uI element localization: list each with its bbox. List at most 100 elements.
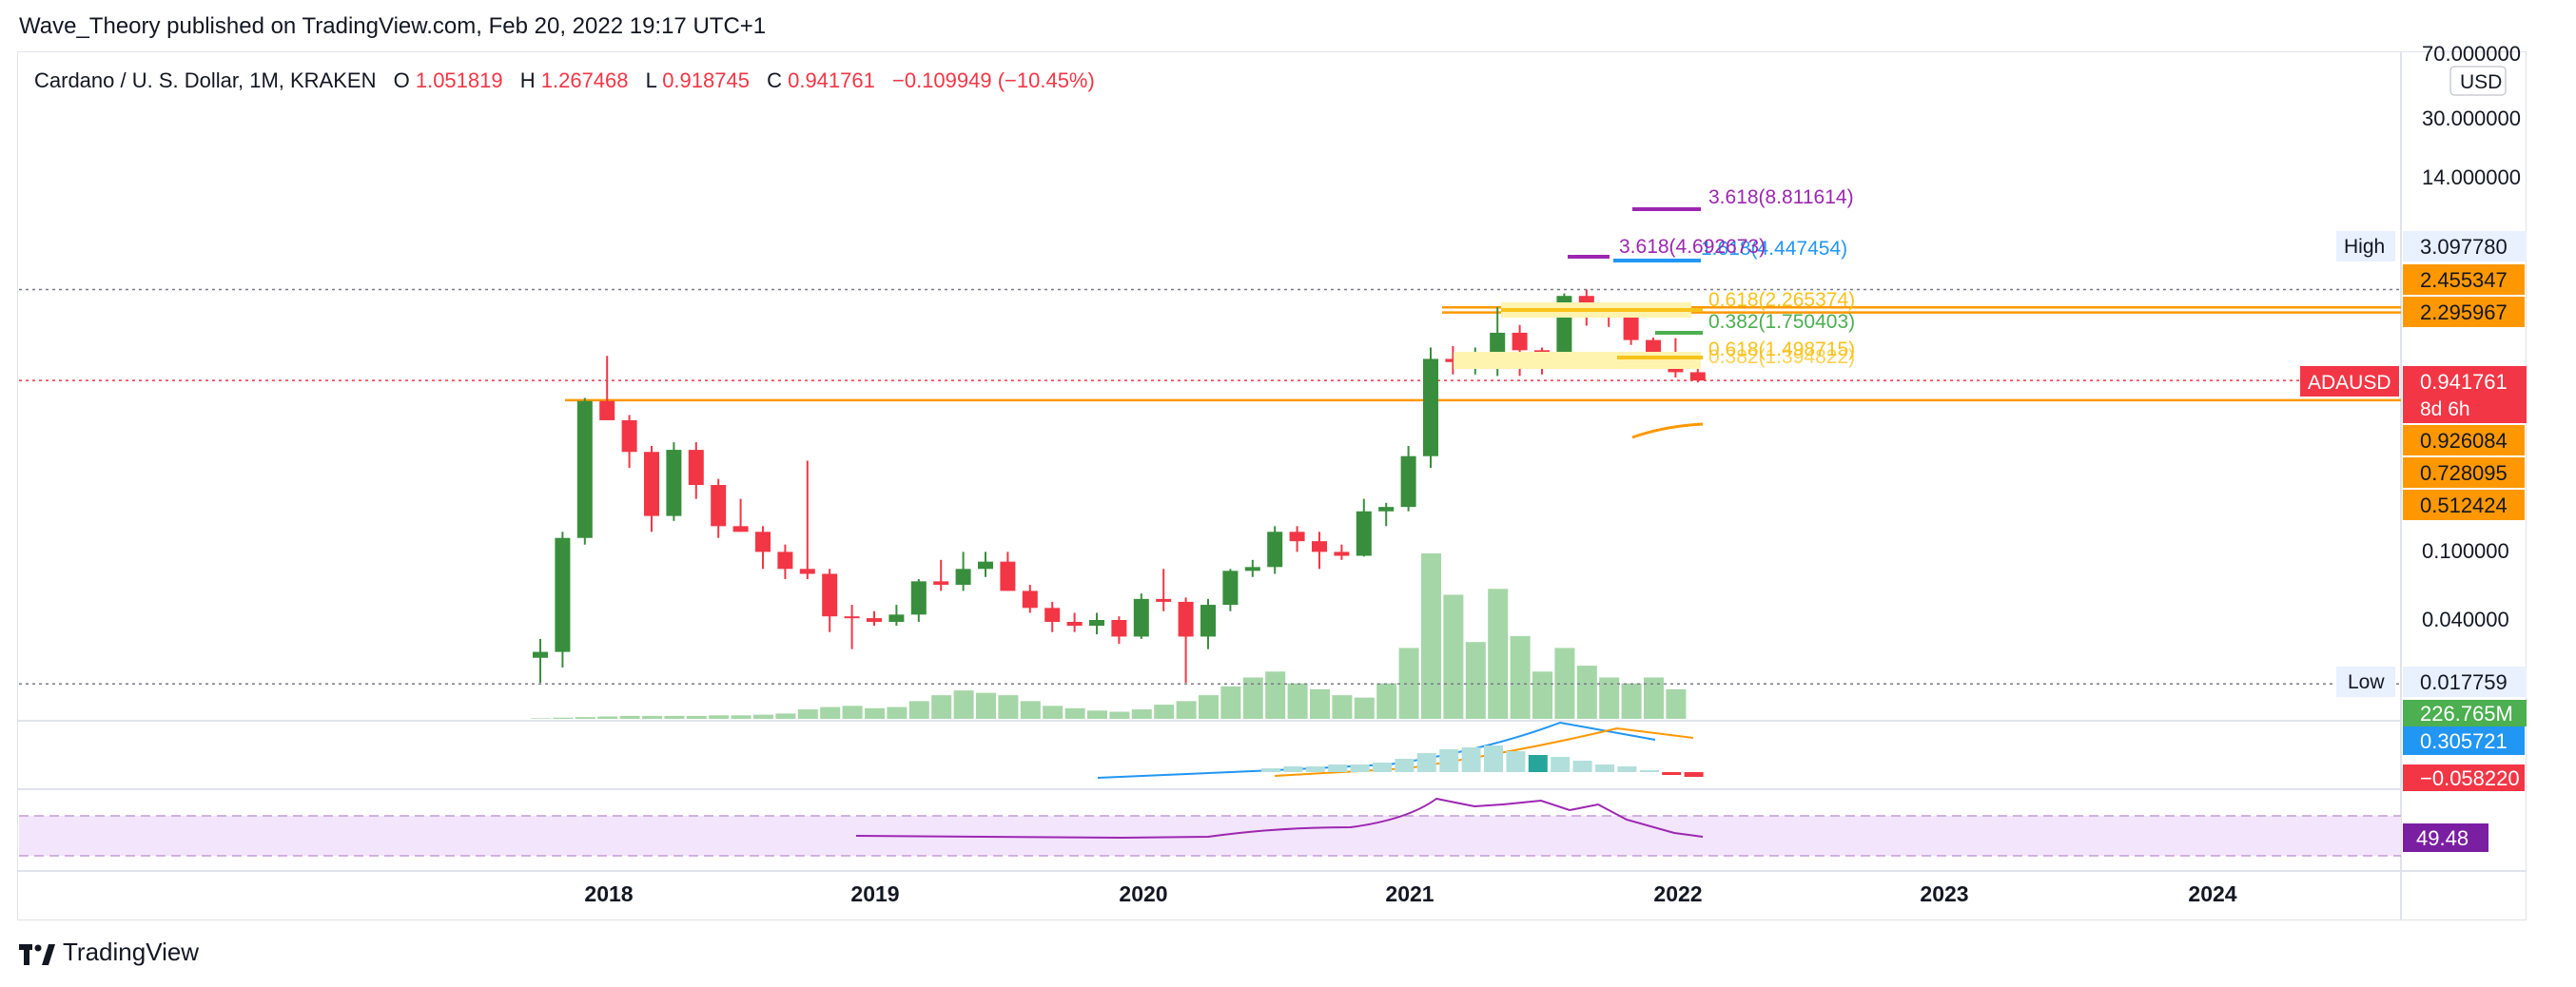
candle-body-2020-07	[1267, 532, 1283, 568]
candle-body-2018-08	[755, 532, 771, 552]
candle-body-2020-06	[1244, 567, 1260, 571]
fib-label-green: 0.382(1.750403)	[1708, 311, 1855, 333]
volume-bar-26	[1109, 711, 1130, 719]
fib-label-mid-purple: 3.618(4.692673)	[1619, 236, 1766, 258]
time-label-2023: 2023	[1920, 881, 1968, 906]
macd-hist-bar-6	[1395, 759, 1415, 772]
price-tick-4: 0.100000	[2422, 539, 2509, 563]
time-label-2020: 2020	[1119, 881, 1167, 906]
candle-body-2020-01	[1133, 598, 1149, 637]
price-tick-2: 30.000000	[2422, 106, 2521, 130]
candle-body-2021-06	[1512, 332, 1528, 351]
fib-label-blue: 1.618(4.447454)	[1701, 238, 1847, 260]
macd-hist-bar-9	[1461, 747, 1481, 772]
legend-o-label: O	[394, 68, 410, 92]
macd-hist-bar-1	[1283, 766, 1303, 772]
macd-hist-bar-15	[1595, 764, 1614, 772]
volume-bar-33	[1265, 671, 1286, 719]
candle-body-2018-03	[644, 452, 659, 516]
volume-bar-15	[865, 707, 885, 719]
candle-body-2020-03	[1178, 601, 1194, 637]
time-label-2024: 2024	[2188, 881, 2236, 906]
macd-hist-bar-3	[1328, 764, 1348, 772]
volume-bar-51	[1666, 688, 1687, 719]
candle-body-2019-07	[1000, 561, 1016, 591]
volume-bar-21	[998, 695, 1019, 719]
volume-bar-16	[887, 706, 907, 719]
volume-bar-2	[575, 717, 595, 719]
chart-frame[interactable]	[17, 51, 2527, 920]
legend-l-value: 0.918745	[662, 68, 750, 92]
macd-hist-bar-5	[1373, 763, 1392, 772]
volume-bar-25	[1087, 710, 1107, 719]
volume-bar-40	[1421, 553, 1441, 719]
volume-bar-31	[1220, 686, 1241, 719]
legend-c-value: 0.941761	[788, 68, 875, 92]
candle-body-2020-04	[1200, 605, 1216, 637]
legend-l-label: L	[646, 68, 657, 92]
orange-tag-3	[2403, 425, 2525, 455]
macd-hist-bar-14	[1572, 761, 1592, 772]
volume-bar-18	[931, 695, 952, 719]
volume-bar-35	[1310, 688, 1330, 719]
candle-body-2022-02	[1689, 372, 1706, 381]
tradingview-logo-icon	[19, 942, 55, 965]
candle-body-2018-11	[822, 573, 838, 617]
volume-bar-7	[686, 715, 707, 719]
tradingview-logo[interactable]: TradingView	[19, 938, 199, 967]
candle-body-2021-02	[1423, 358, 1438, 456]
candle-body-2019-03	[910, 581, 927, 615]
macd-hist-bar-0	[1261, 768, 1280, 772]
macd-hist-bar-19	[1684, 772, 1704, 777]
fib-label-gold-low2: 0.382(1.394822)	[1708, 346, 1855, 368]
candle-body-2020-05	[1222, 571, 1239, 606]
orange-value-5: 0.512424	[2420, 494, 2508, 517]
candle-layer	[533, 289, 1706, 684]
volume-bar-23	[1043, 706, 1064, 719]
last-price-value: 0.941761	[2420, 370, 2508, 394]
macd-hist-bar-18	[1662, 772, 1682, 775]
currency-box[interactable]	[2449, 66, 2507, 96]
macd-hist-bar-8	[1439, 749, 1459, 772]
volume-bar-45	[1532, 671, 1552, 719]
volume-bar-29	[1176, 701, 1197, 719]
candle-body-2018-01	[599, 400, 615, 420]
candle-body-2021-01	[1400, 455, 1416, 508]
candle-body-2017-11	[555, 537, 571, 652]
high-tag-label: High	[2344, 236, 2385, 258]
price-tick-5: 0.040000	[2422, 608, 2509, 631]
volume-bar-38	[1376, 683, 1397, 719]
candle-body-2017-10	[533, 651, 548, 658]
candle-body-2019-01	[867, 618, 882, 622]
volume-bar-10	[753, 714, 773, 719]
volume-bar-37	[1354, 697, 1375, 719]
volume-bar-12	[797, 709, 818, 719]
price-tick-3: 14.000000	[2422, 165, 2521, 189]
high-value-box	[2403, 231, 2527, 261]
macd-hist-bar-12	[1528, 755, 1548, 772]
orange-value-3: 0.926084	[2420, 429, 2508, 453]
volume-bar-0	[531, 718, 551, 719]
low-tag-label: Low	[2348, 671, 2385, 693]
volume-bar-9	[731, 715, 751, 719]
volume-tag-value: 226.765M	[2420, 702, 2513, 726]
volume-bar-39	[1398, 648, 1419, 719]
legend-symbol: Cardano / U. S. Dollar, 1M, KRAKEN	[34, 68, 376, 92]
volume-bar-17	[908, 701, 929, 719]
candle-body-2020-12	[1378, 507, 1395, 512]
volume-bar-24	[1064, 707, 1085, 719]
orange-tag-4	[2403, 457, 2525, 488]
volume-bar-28	[1154, 705, 1175, 719]
volume-tag	[2403, 700, 2527, 726]
volume-bar-43	[1488, 589, 1509, 719]
macd-hist-tag-value: −0.058220	[2420, 766, 2520, 790]
low-tag	[2336, 667, 2395, 697]
rsi-tag	[2403, 823, 2488, 852]
candle-body-2018-10	[799, 569, 815, 574]
countdown-value: 8d 6h	[2420, 398, 2470, 420]
macd-tag	[2403, 726, 2525, 755]
candle-body-2021-11	[1623, 317, 1639, 340]
volume-bar-48	[1599, 677, 1620, 719]
volume-bar-50	[1644, 677, 1664, 719]
